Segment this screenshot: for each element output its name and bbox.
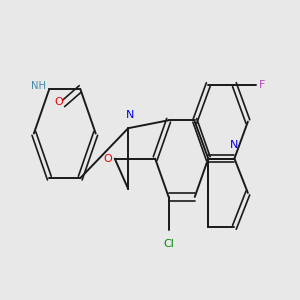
Text: O: O	[54, 97, 63, 107]
Text: Cl: Cl	[163, 239, 174, 250]
Text: NH: NH	[31, 81, 46, 91]
Text: F: F	[259, 80, 265, 90]
Text: N: N	[126, 110, 134, 120]
Text: O: O	[103, 154, 112, 164]
Text: N: N	[230, 140, 238, 150]
